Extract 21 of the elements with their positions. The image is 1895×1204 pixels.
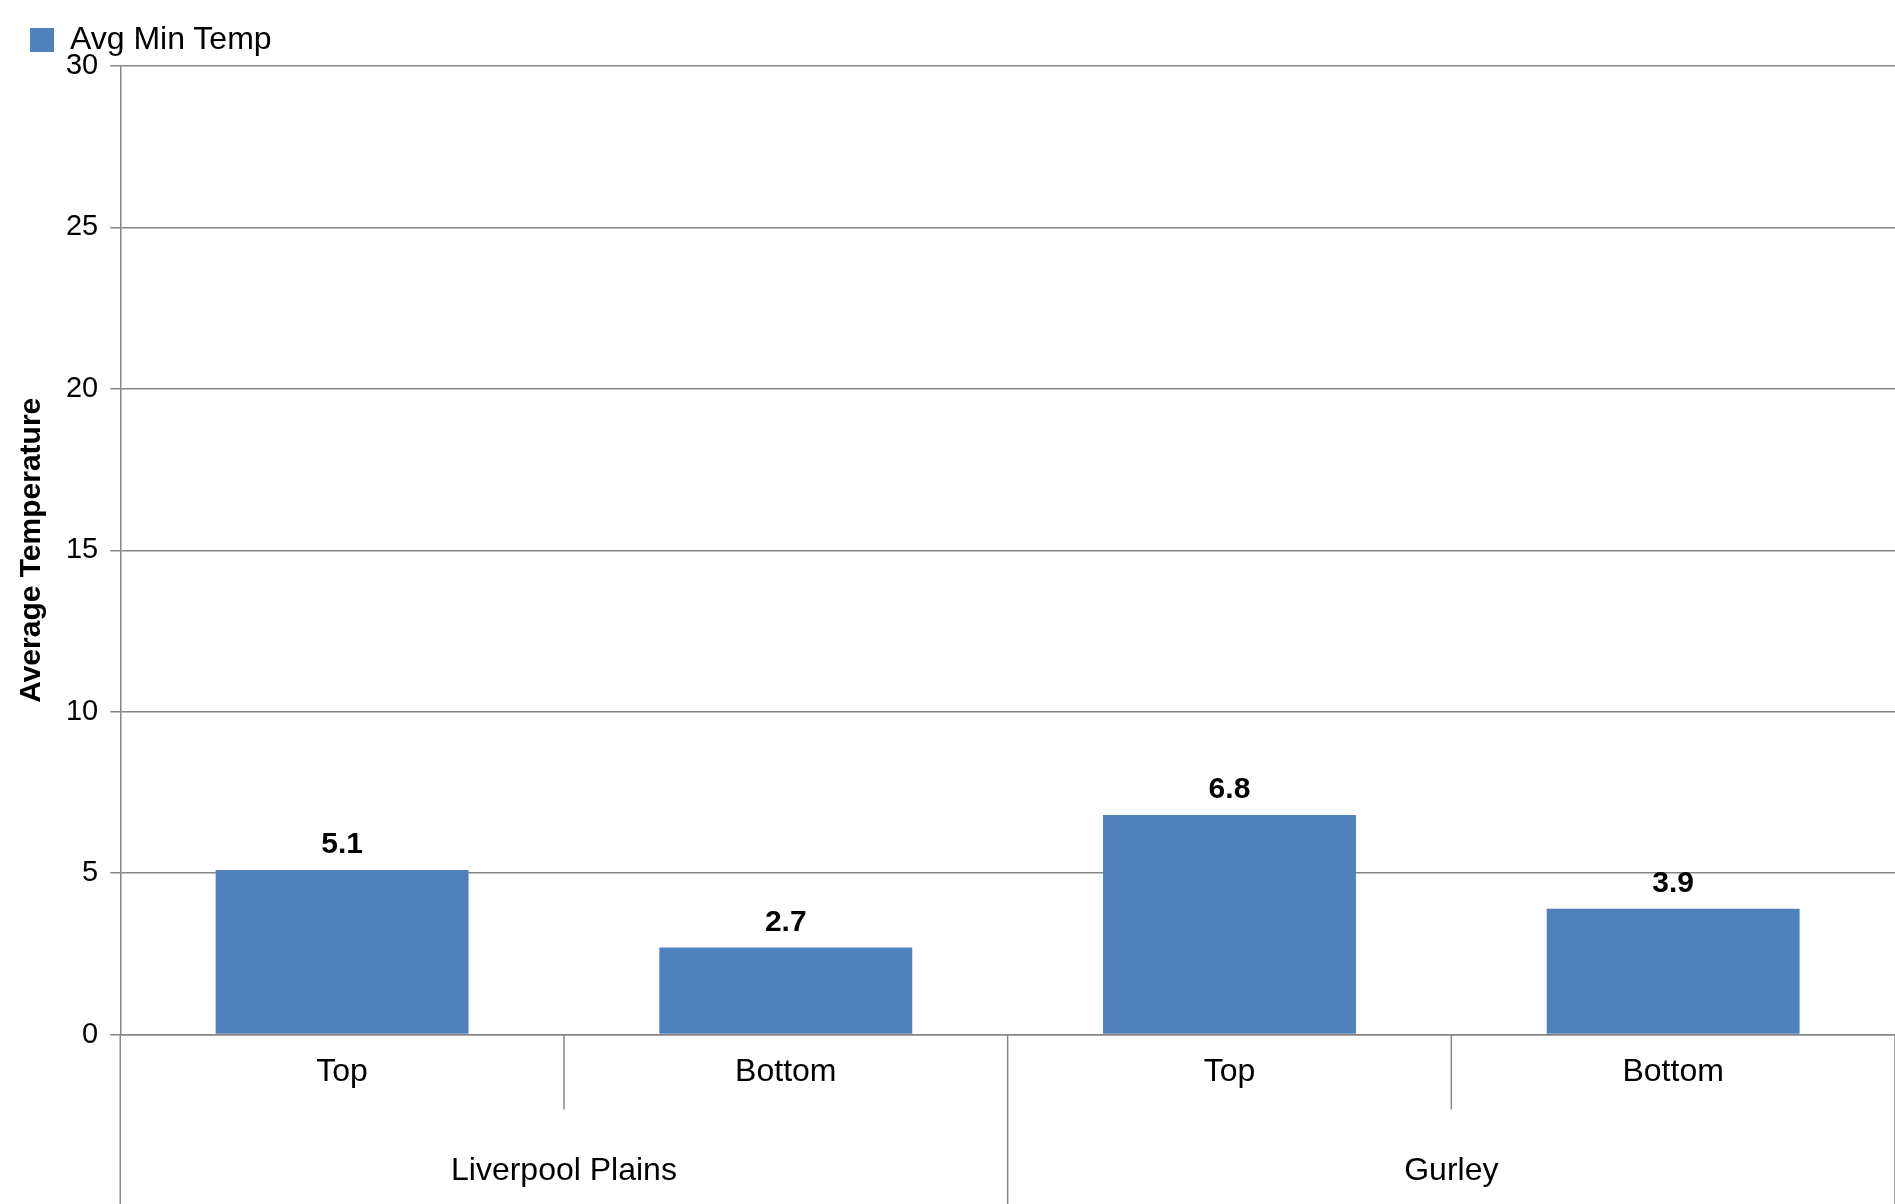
y-tick-label: 20: [65, 370, 99, 403]
y-tick-label: 25: [65, 209, 99, 242]
bar: [1103, 815, 1356, 1034]
data-label: 2.7: [764, 903, 807, 937]
bar: [1546, 908, 1800, 1034]
data-label: 6.8: [1208, 771, 1251, 805]
data-label: 3.9: [1652, 864, 1695, 898]
y-tick-label: 0: [82, 1016, 99, 1049]
bar: [659, 947, 913, 1034]
x-tick-label: Top: [316, 1051, 368, 1088]
x-tick-label: Top: [1203, 1051, 1256, 1088]
y-axis-title: Average Temperature: [13, 397, 47, 703]
bar: [215, 869, 469, 1034]
text: Gurley: [1404, 1151, 1499, 1188]
x-tick-label: Bottom: [735, 1051, 837, 1088]
x-tick-label: Bottom: [1622, 1051, 1724, 1088]
y-tick-label: 5: [82, 855, 99, 888]
data-label: 5.1: [321, 826, 363, 860]
y-tick-label: 15: [65, 532, 99, 565]
text: Liverpool Plains: [450, 1151, 677, 1188]
y-tick-label: 10: [65, 693, 99, 726]
